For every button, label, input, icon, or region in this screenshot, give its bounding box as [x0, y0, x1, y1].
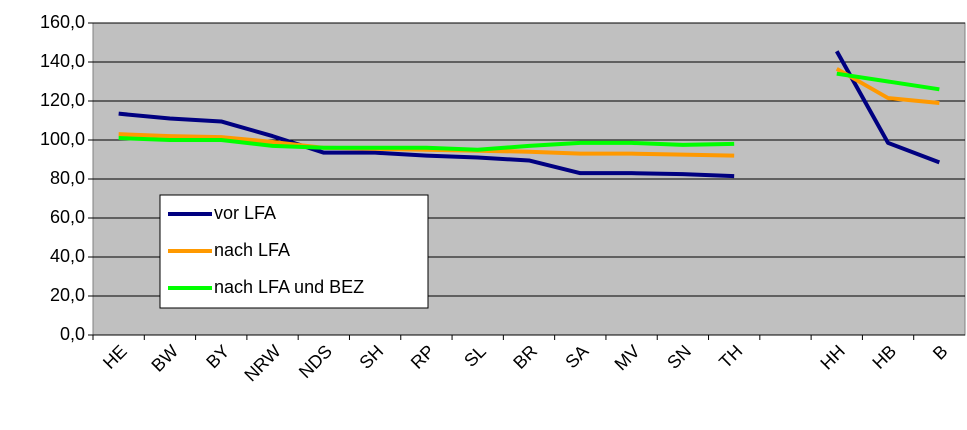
x-tick-label: HB — [868, 341, 900, 373]
x-tick-label: TH — [715, 341, 746, 372]
x-tick-label: HH — [816, 341, 849, 374]
series-line — [835, 50, 941, 165]
x-tick-label: SA — [561, 341, 592, 372]
x-tick-label: NDS — [295, 341, 336, 382]
y-tick-label: 100,0 — [40, 129, 85, 149]
x-tick-label: BW — [147, 341, 182, 376]
x-tick-label: BR — [509, 341, 541, 373]
series-line — [835, 67, 940, 105]
y-tick-label: 60,0 — [50, 207, 85, 227]
y-tick-label: 0,0 — [60, 324, 85, 344]
x-tick-label: MV — [611, 341, 644, 374]
x-tick-label: BY — [202, 341, 233, 372]
x-tick-label: RP — [407, 341, 439, 373]
x-tick-label: SN — [663, 341, 695, 373]
y-tick-label: 120,0 — [40, 90, 85, 110]
legend-label: vor LFA — [214, 203, 276, 223]
x-tick-label: NRW — [240, 341, 284, 385]
series-line — [118, 111, 735, 179]
x-tick-label: HE — [99, 341, 131, 373]
x-tick-label: SH — [355, 341, 387, 373]
x-tick-label: B — [929, 341, 952, 364]
series-line — [836, 71, 940, 92]
y-tick-label: 20,0 — [50, 285, 85, 305]
y-tick-label: 140,0 — [40, 51, 85, 71]
y-tick-label: 40,0 — [50, 246, 85, 266]
y-tick-label: 80,0 — [50, 168, 85, 188]
legend-label: nach LFA und BEZ — [214, 277, 364, 297]
legend-label: nach LFA — [214, 240, 290, 260]
y-tick-label: 160,0 — [40, 12, 85, 32]
series-line — [118, 136, 735, 152]
x-tick-label: SL — [460, 341, 490, 371]
